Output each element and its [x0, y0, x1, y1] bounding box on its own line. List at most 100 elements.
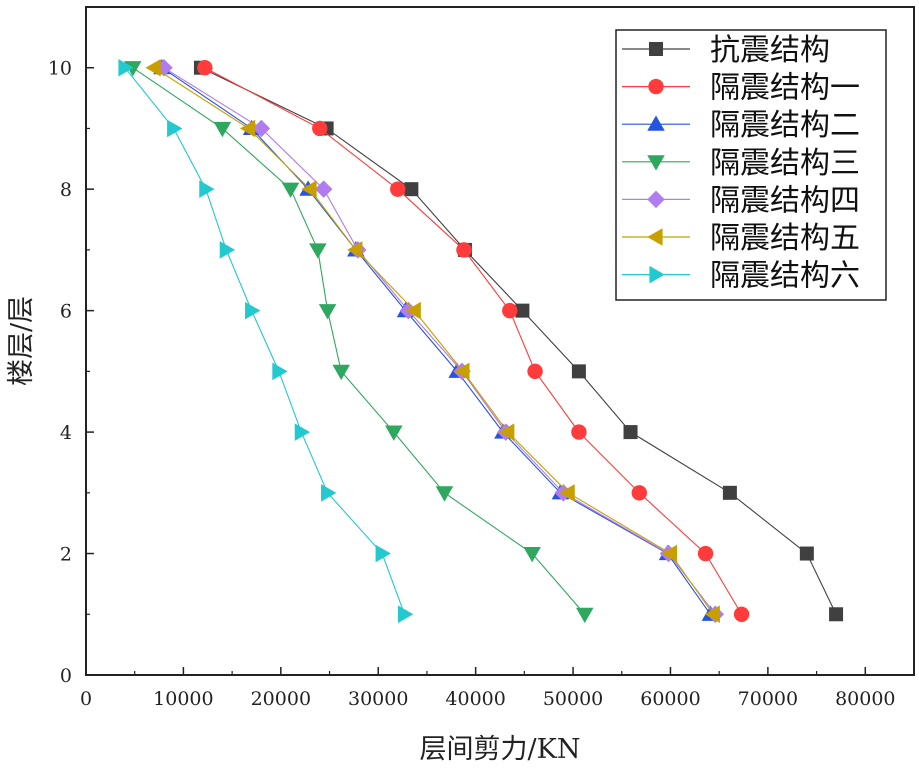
y-tick-label: 0: [60, 665, 72, 687]
x-tick-label: 60000: [640, 688, 700, 710]
data-point: [281, 182, 300, 198]
data-point: [314, 180, 333, 198]
x-tick-label: 20000: [251, 688, 311, 710]
series-layer: [118, 58, 844, 624]
data-point: [435, 486, 454, 502]
legend-marker: [648, 78, 664, 95]
data-point: [309, 243, 327, 259]
x-tick-label: 30000: [348, 688, 408, 710]
data-point: [197, 60, 213, 76]
data-point: [390, 181, 406, 197]
data-point: [515, 303, 530, 318]
data-point: [245, 301, 261, 320]
legend-marker: [647, 115, 665, 131]
legend-item: 隔震结构五: [622, 221, 860, 256]
data-point: [697, 545, 714, 562]
legend-item: 隔震结构二: [622, 108, 860, 143]
data-point: [454, 362, 470, 381]
x-axis-title: 层间剪力/KN: [420, 734, 581, 765]
data-point: [571, 364, 586, 379]
data-point: [661, 544, 678, 563]
legend-label: 隔震结构二: [710, 108, 860, 143]
legend-marker: [649, 42, 663, 56]
legend-item: 隔震结构六: [622, 259, 860, 294]
data-point: [321, 484, 337, 502]
data-point: [799, 546, 814, 561]
y-tick-label: 10: [48, 58, 72, 80]
series-line: [124, 67, 406, 615]
legend-item: 隔震结构四: [622, 183, 860, 218]
series-line: [163, 67, 716, 615]
ticks-layer: 0 10000 20000 30000 40000 50000 60000 70000 8000…: [48, 6, 896, 710]
legend-marker: [647, 155, 665, 171]
x-tick-label: 80000: [835, 688, 895, 710]
data-point: [239, 119, 256, 138]
series-line: [204, 67, 743, 615]
data-point: [118, 58, 134, 77]
data-point: [733, 606, 750, 622]
data-point: [375, 544, 391, 563]
data-point: [332, 364, 350, 381]
series-7: [118, 58, 414, 624]
legend-item: 抗震结构: [622, 33, 830, 68]
x-tick-label: 10000: [153, 688, 213, 710]
series-line: [153, 67, 714, 615]
data-point: [527, 363, 543, 380]
data-point: [347, 241, 363, 259]
legend-label: 隔震结构四: [710, 183, 860, 218]
data-point: [385, 425, 403, 441]
legend-label: 抗震结构: [710, 33, 830, 68]
legend-label: 隔震结构六: [710, 259, 860, 294]
legend-marker: [647, 190, 665, 209]
data-point: [575, 607, 594, 624]
data-point: [167, 119, 183, 138]
y-tick-label: 2: [60, 544, 72, 566]
data-point: [571, 424, 587, 440]
data-point: [405, 301, 421, 320]
legend-label: 隔震结构一: [710, 71, 860, 106]
data-point: [704, 605, 720, 624]
series-2: [197, 60, 750, 622]
data-point: [397, 605, 414, 624]
data-point: [523, 546, 541, 563]
y-tick-label: 8: [60, 179, 72, 201]
data-point: [829, 607, 844, 622]
data-point: [312, 120, 328, 137]
data-point: [199, 180, 215, 198]
plot-frame: [85, 6, 915, 676]
data-point: [219, 241, 236, 259]
data-point: [499, 423, 515, 441]
x-tick-label: 0: [80, 688, 92, 710]
data-point: [318, 304, 337, 320]
data-point: [294, 423, 311, 441]
data-point: [301, 180, 317, 198]
data-point: [252, 119, 271, 138]
series-line: [132, 67, 586, 615]
legend-label: 隔震结构三: [710, 146, 860, 181]
y-axis-title: 楼层/层: [6, 296, 37, 386]
data-point: [145, 58, 161, 77]
data-point: [404, 182, 419, 197]
y-tick-label: 4: [60, 422, 72, 444]
x-tick-label: 40000: [445, 688, 505, 710]
data-point: [623, 425, 638, 440]
legend-item: 隔震结构一: [622, 71, 860, 106]
data-point: [722, 485, 737, 500]
legend-marker: [649, 265, 665, 284]
data-point: [502, 302, 518, 319]
x-tick-label: 50000: [543, 688, 603, 710]
data-point: [559, 484, 575, 502]
series-6: [145, 58, 720, 624]
data-point: [213, 121, 232, 138]
x-tick-label: 70000: [738, 688, 798, 710]
legend-marker: [647, 228, 663, 246]
series-line: [200, 67, 837, 615]
data-point: [272, 362, 288, 381]
data-point: [456, 242, 472, 258]
series-4: [124, 61, 594, 624]
data-point: [631, 485, 647, 501]
legend-item: 隔震结构三: [622, 146, 860, 181]
